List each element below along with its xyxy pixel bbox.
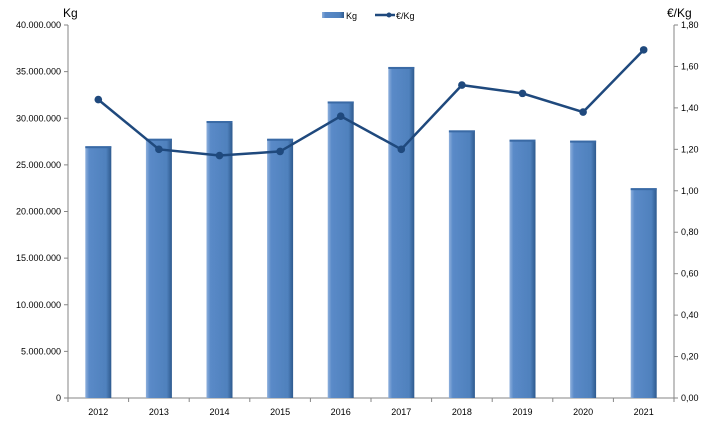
x-tick-label: 2015	[270, 407, 290, 417]
x-tick-label: 2016	[331, 407, 351, 417]
point-eur-kg-2017	[397, 145, 406, 154]
right-tick-label: 1,60	[681, 61, 699, 71]
x-tick-label: 2017	[391, 407, 411, 417]
bar-top-2016	[327, 101, 354, 104]
bar-top-2021	[630, 188, 657, 191]
bar-top-2013	[145, 138, 172, 141]
bar-kg-2021	[630, 188, 657, 398]
left-tick-label: 40.000.000	[16, 20, 61, 30]
point-eur-kg-2016	[336, 112, 345, 120]
line-eur-kg	[97, 48, 645, 157]
bar-kg-2019	[509, 139, 536, 398]
point-eur-kg-2012	[94, 95, 103, 104]
bar-top-2014	[206, 121, 233, 124]
point-eur-kg-2013	[155, 145, 163, 154]
legend-label-kg: Kg	[346, 11, 357, 21]
bar-kg-2015	[267, 138, 294, 398]
point-eur-kg-2015	[276, 147, 284, 156]
left-tick-label: 35.000.000	[16, 67, 61, 77]
right-tick-label: 1,20	[681, 144, 699, 154]
x-tick-label: 2014	[209, 407, 229, 417]
bar-kg-2018	[448, 130, 475, 398]
bar-top-2018	[448, 130, 475, 133]
right-tick-label: 1,40	[681, 103, 699, 113]
right-tick-label: 0,20	[681, 352, 699, 362]
bar-kg-2012	[85, 146, 112, 398]
point-eur-kg-2019	[518, 89, 527, 98]
right-tick-label: 1,80	[681, 20, 699, 30]
left-tick-label: 25.000.000	[16, 160, 61, 170]
point-eur-kg-2018	[458, 81, 466, 89]
bar-top-2012	[85, 146, 112, 149]
left-tick-label: 5.000.000	[21, 346, 61, 356]
left-tick-label: 15.000.000	[16, 253, 61, 263]
left-axis-title: Kg	[63, 6, 78, 20]
x-tick-label: 2012	[88, 407, 108, 417]
bar-kg-2016	[327, 101, 354, 398]
left-tick-label: 0	[56, 393, 61, 403]
x-tick-label: 2018	[452, 407, 472, 417]
bar-top-2017	[388, 66, 415, 69]
x-tick-label: 2021	[634, 407, 654, 417]
x-tick-label: 2019	[512, 407, 532, 417]
point-eur-kg-2021	[639, 46, 648, 54]
right-tick-label: 0,40	[681, 310, 699, 320]
bar-kg-2013	[145, 138, 172, 398]
bar-top-2015	[267, 138, 294, 141]
legend: Kg €/Kg	[322, 11, 415, 21]
left-tick-label: 10.000.000	[16, 300, 61, 310]
right-tick-label: 1,00	[681, 186, 699, 196]
left-tick-label: 20.000.000	[16, 207, 61, 217]
bar-top-2019	[509, 139, 536, 142]
right-tick-label: 0,00	[681, 393, 699, 403]
legend-swatch-kg	[322, 12, 344, 18]
bar-top-2020	[570, 140, 597, 143]
left-tick-label: 30.000.000	[16, 113, 61, 123]
bar-kg-2020	[570, 140, 597, 398]
x-tick-label: 2020	[573, 407, 593, 417]
bar-kg-2014	[206, 121, 233, 399]
x-tick-label: 2013	[149, 407, 169, 417]
right-tick-label: 0,60	[681, 269, 699, 279]
right-axis-title: €/Kg	[667, 6, 692, 20]
right-tick-label: 0,80	[681, 227, 699, 237]
point-eur-kg-2020	[579, 108, 587, 116]
legend-label-eur-kg: €/Kg	[396, 11, 415, 21]
point-eur-kg-2014	[215, 151, 224, 160]
bar-kg-2017	[388, 66, 415, 399]
legend-marker-eur-kg	[386, 12, 392, 18]
